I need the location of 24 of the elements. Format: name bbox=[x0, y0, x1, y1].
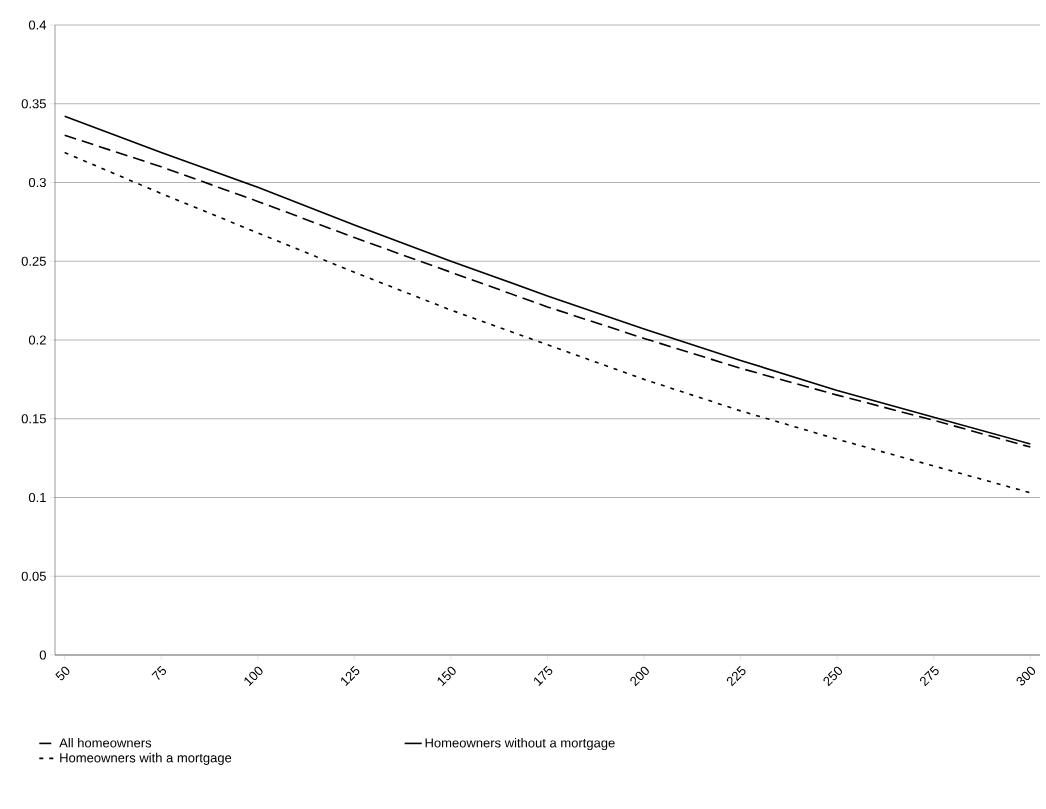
y-tick-label: 0.05 bbox=[21, 571, 46, 581]
y-tick-label: 0.25 bbox=[21, 256, 46, 266]
y-tick-label: 0 bbox=[39, 650, 46, 660]
line-series bbox=[63, 151, 1032, 494]
y-tick-label: 0.1 bbox=[28, 492, 46, 503]
x-tick-label: 100 bbox=[244, 666, 263, 687]
x-tick-label: 175 bbox=[534, 665, 553, 686]
y-tick-label: 0.2 bbox=[28, 335, 46, 345]
x-tick-label: 75 bbox=[151, 665, 167, 680]
x-tick-label: 250 bbox=[823, 666, 843, 687]
x-tick-label: 150 bbox=[437, 666, 456, 687]
legend-label: Homeowners without a mortgage bbox=[425, 737, 615, 751]
y-tick-label: 0.3 bbox=[28, 177, 46, 188]
legend-label: Homeowners with a mortgage bbox=[60, 752, 232, 765]
y-tick-label: 0.4 bbox=[28, 20, 47, 30]
legend-label: All homeowners bbox=[59, 737, 152, 748]
x-tick-label: 300 bbox=[1016, 666, 1036, 686]
x-tick-label: 50 bbox=[55, 666, 70, 681]
x-tick-label: 200 bbox=[630, 666, 649, 687]
y-tick-label: 0.35 bbox=[21, 99, 46, 109]
x-tick-label: 125 bbox=[341, 665, 360, 687]
x-tick-label: 225 bbox=[726, 665, 746, 687]
x-tick-label: 275 bbox=[920, 665, 939, 687]
y-tick-label: 0.15 bbox=[21, 414, 46, 424]
